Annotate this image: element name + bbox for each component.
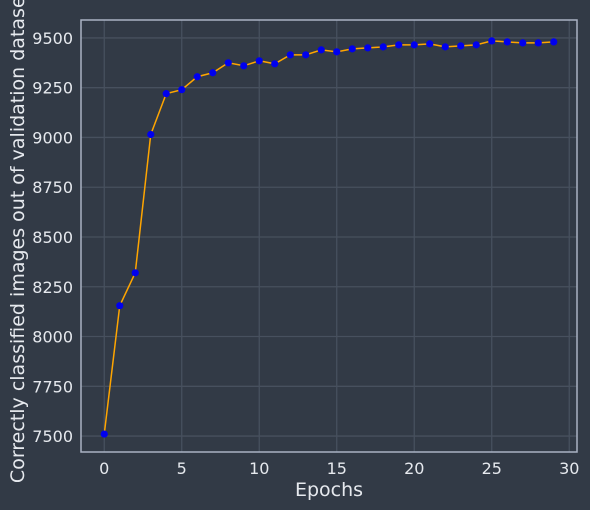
x-tick-label: 0 bbox=[99, 459, 109, 478]
y-axis-ticks: 7500 7750 8000 8250 8500 8750 9000 9250 9500 bbox=[32, 29, 73, 446]
data-point bbox=[472, 41, 480, 49]
x-tick-label: 25 bbox=[482, 459, 502, 478]
data-point bbox=[457, 42, 465, 50]
data-point bbox=[286, 51, 294, 59]
data-point bbox=[550, 38, 558, 46]
data-point bbox=[503, 38, 511, 46]
y-tick-label: 8250 bbox=[32, 278, 73, 297]
data-point bbox=[426, 40, 434, 48]
data-point bbox=[441, 43, 449, 51]
data-point bbox=[395, 41, 403, 49]
data-point bbox=[131, 269, 139, 277]
x-tick-label: 20 bbox=[404, 459, 424, 478]
data-point bbox=[348, 45, 356, 53]
data-point bbox=[209, 69, 217, 77]
data-point bbox=[255, 57, 263, 65]
y-tick-label: 9500 bbox=[32, 29, 73, 48]
data-point bbox=[534, 39, 542, 47]
y-tick-label: 7750 bbox=[32, 377, 73, 396]
data-point bbox=[519, 39, 527, 47]
x-tick-label: 10 bbox=[249, 459, 269, 478]
data-point bbox=[193, 73, 201, 81]
data-point bbox=[271, 60, 279, 68]
plot-frame bbox=[80, 19, 578, 453]
data-point bbox=[224, 59, 232, 67]
y-tick-label: 8750 bbox=[32, 178, 73, 197]
data-point bbox=[178, 86, 186, 94]
x-axis-ticks: 0 5 10 15 20 25 30 bbox=[99, 459, 579, 478]
y-axis-label: Correctly classified images out of valid… bbox=[7, 0, 29, 483]
data-point bbox=[317, 46, 325, 54]
y-tick-label: 8000 bbox=[32, 328, 73, 347]
y-tick-label: 7500 bbox=[32, 427, 73, 446]
x-tick-label: 15 bbox=[327, 459, 347, 478]
data-point bbox=[162, 90, 170, 98]
plot-area bbox=[81, 20, 577, 452]
grid bbox=[81, 20, 577, 452]
data-point bbox=[100, 430, 108, 438]
data-point bbox=[379, 43, 387, 51]
series-layer bbox=[100, 37, 558, 438]
x-tick-label: 30 bbox=[559, 459, 579, 478]
x-tick-label: 5 bbox=[177, 459, 187, 478]
y-tick-label: 9000 bbox=[32, 128, 73, 147]
data-point bbox=[240, 62, 248, 70]
data-point bbox=[364, 44, 372, 52]
data-point bbox=[302, 51, 310, 59]
y-tick-label: 8500 bbox=[32, 228, 73, 247]
y-tick-label: 9250 bbox=[32, 79, 73, 98]
x-axis-label: Epochs bbox=[295, 479, 363, 501]
data-point bbox=[488, 37, 496, 45]
data-point bbox=[116, 302, 124, 310]
data-point bbox=[333, 48, 341, 56]
data-point bbox=[147, 130, 155, 139]
data-point bbox=[410, 41, 418, 49]
